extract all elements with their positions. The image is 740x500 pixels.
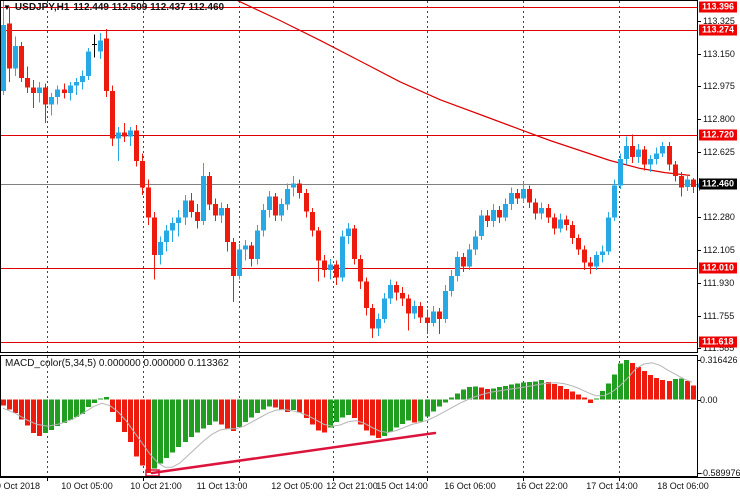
symbol-dropdown-icon[interactable]: ▼ [3, 2, 11, 12]
time-axis-label: 11 Oct 13:00 [196, 481, 248, 491]
macd-tick-label: 0.316426 [700, 355, 738, 366]
price-tick-label: 112.280 [703, 212, 735, 223]
price-tick-label: 113.150 [703, 48, 735, 59]
time-axis-label: 16 Oct 22:00 [516, 481, 568, 491]
price-tick-label: 113.325 [703, 15, 735, 26]
macd-signal-layer [2, 362, 693, 468]
ma-layer [237, 0, 691, 176]
price-tick-label: 111.585 [703, 343, 735, 354]
price-line-badge: 112.720 [699, 129, 738, 141]
price-tick-label: 112.800 [703, 114, 735, 125]
macd-tick-label: -0.589976 [700, 467, 740, 478]
macd-signal-line [2, 362, 693, 468]
moving-average-line [237, 0, 691, 176]
title-ohlc-values: 112.449 112.509 112.437 112.460 [73, 2, 225, 13]
axis-ticks [47, 21, 701, 481]
time-axis-label: 10 Oct 21:00 [130, 481, 182, 491]
time-axis-label: 15 Oct 14:00 [376, 481, 428, 491]
time-axis-label: 12 Oct 05:00 [271, 481, 323, 491]
time-axis-label: 10 Oct 05:00 [61, 481, 113, 491]
time-axis-label: 18 Oct 06:00 [657, 481, 709, 491]
price-line-badge: 112.010 [699, 262, 738, 274]
time-axis-label: 16 Oct 06:00 [444, 481, 496, 491]
price-tick-label: 111.755 [703, 311, 735, 322]
current-price-badge: 112.460 [699, 178, 738, 189]
indicator-label: MACD_color(5,34,5) 0.000000 0.000000 0.1… [5, 358, 229, 369]
borders [0, 0, 740, 478]
time-axis-label: 12 Oct 21:00 [326, 481, 378, 491]
price-tick-label: 111.930 [703, 278, 735, 289]
macd-trendline[interactable] [150, 431, 437, 475]
price-tick-label: 112.975 [703, 81, 735, 92]
symbol-timeframe-label: USDJPY,H1 [14, 2, 70, 13]
level-lines [0, 7, 697, 343]
time-axis-label: 17 Oct 14:00 [586, 481, 638, 491]
candles-layer [1, 0, 702, 338]
time-gridlines [47, 1, 620, 476]
time-axis-label: 9 Oct 2018 [0, 481, 41, 491]
chart-title: ▼ USDJPY,H1 112.449 112.509 112.437 112.… [3, 2, 224, 13]
price-tick-label: 112.625 [703, 147, 735, 158]
macd-histogram [1, 360, 696, 473]
price-line-badge: 113.274 [699, 24, 738, 36]
price-line-badge: 111.618 [699, 336, 737, 348]
price-tick-label: 112.105 [703, 245, 735, 256]
price-line-badge: 113.396 [699, 1, 738, 13]
macd-tick-label: 0.00 [700, 394, 718, 405]
